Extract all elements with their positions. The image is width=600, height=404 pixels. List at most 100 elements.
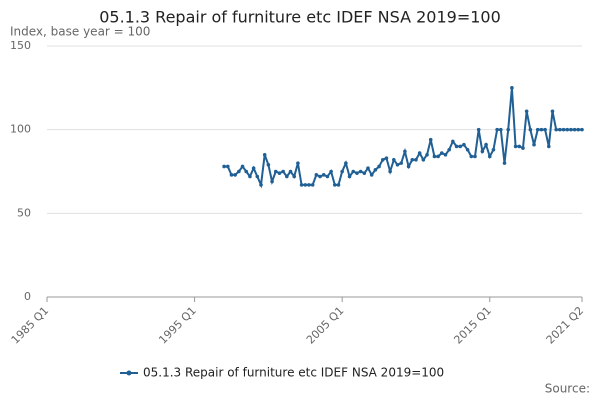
data-point xyxy=(524,109,529,114)
data-point xyxy=(262,152,267,157)
data-point xyxy=(499,127,503,132)
source: Source: xyxy=(545,382,590,396)
chart-subtitle: Index, base year = 100 xyxy=(10,25,150,39)
data-point xyxy=(299,183,304,187)
data-point xyxy=(491,147,496,152)
data-point xyxy=(321,173,326,177)
data-point xyxy=(447,147,451,152)
data-point xyxy=(233,173,237,177)
data-point xyxy=(351,169,356,174)
data-point xyxy=(535,127,540,132)
data-point xyxy=(244,169,249,174)
y-tick-label: 150 xyxy=(10,39,31,52)
data-point xyxy=(292,174,297,179)
data-point xyxy=(288,169,293,174)
legend-label: 05.1.3 Repair of furniture etc IDEF NSA … xyxy=(143,366,444,380)
x-tick-label: 1985 Q1 xyxy=(9,304,52,347)
data-point xyxy=(310,183,315,187)
data-point xyxy=(399,161,404,165)
data-point xyxy=(487,154,492,159)
data-point xyxy=(377,164,381,169)
data-point xyxy=(543,127,547,132)
data-point xyxy=(259,183,263,187)
data-point xyxy=(469,154,474,159)
data-point xyxy=(281,169,285,174)
data-point xyxy=(521,146,525,150)
x-tick-label: 2015 Q1 xyxy=(451,304,494,347)
data-point xyxy=(229,173,234,177)
data-point xyxy=(373,168,378,172)
data-point xyxy=(380,157,385,162)
data-point xyxy=(395,163,400,167)
data-point xyxy=(436,154,440,159)
y-tick-label: 100 xyxy=(10,123,31,136)
data-point xyxy=(550,109,555,114)
data-point xyxy=(421,157,426,162)
data-point xyxy=(347,174,352,179)
data-point xyxy=(314,173,319,177)
data-point xyxy=(318,174,322,179)
data-point xyxy=(325,174,330,179)
data-point xyxy=(432,154,437,159)
data-point xyxy=(358,169,363,174)
data-point xyxy=(476,127,481,132)
data-point xyxy=(517,144,522,149)
data-point xyxy=(443,152,448,157)
data-point xyxy=(303,183,308,187)
data-point xyxy=(532,142,536,147)
data-point xyxy=(366,166,370,170)
data-point xyxy=(307,183,311,187)
x-tick-label: 1995 Q1 xyxy=(156,304,199,347)
data-point xyxy=(277,171,282,175)
y-tick-label: 0 xyxy=(24,290,31,303)
series-line xyxy=(224,87,582,189)
data-point xyxy=(513,144,518,149)
data-point xyxy=(462,142,466,147)
data-point xyxy=(561,127,566,132)
data-point xyxy=(388,169,392,174)
data-point xyxy=(428,137,433,142)
data-point xyxy=(285,174,289,179)
x-tick-label: 2005 Q1 xyxy=(304,304,347,347)
data-point xyxy=(554,127,558,132)
data-point xyxy=(510,86,514,90)
data-point xyxy=(273,169,278,174)
y-tick-label: 50 xyxy=(17,206,31,219)
data-point xyxy=(369,173,374,177)
data-point xyxy=(528,127,533,132)
data-point xyxy=(506,127,511,132)
data-point xyxy=(502,161,507,165)
data-point xyxy=(222,164,226,169)
data-point xyxy=(576,127,581,132)
data-point xyxy=(344,161,348,165)
data-point xyxy=(565,127,570,132)
chart-title: 05.1.3 Repair of furniture etc IDEF NSA … xyxy=(99,8,501,27)
data-point xyxy=(417,151,422,155)
data-point xyxy=(451,139,455,144)
data-point xyxy=(425,152,429,157)
x-tick-label: 2021 Q2 xyxy=(544,304,587,347)
data-point xyxy=(410,157,415,162)
data-point xyxy=(392,157,396,162)
data-point xyxy=(355,171,359,175)
data-point xyxy=(473,154,477,159)
data-point xyxy=(336,183,341,187)
data-point xyxy=(558,127,562,132)
data-point xyxy=(495,127,499,132)
data-point xyxy=(225,164,230,169)
data-point xyxy=(240,164,245,169)
data-point xyxy=(362,171,367,175)
data-point xyxy=(414,157,418,162)
data-point xyxy=(384,156,389,160)
data-point xyxy=(572,127,577,132)
data-point xyxy=(340,169,344,174)
data-point xyxy=(403,149,407,154)
data-point xyxy=(248,174,252,179)
data-point xyxy=(406,164,411,169)
data-point xyxy=(332,183,337,187)
data-point xyxy=(458,144,463,149)
data-point xyxy=(251,166,256,170)
data-point xyxy=(539,127,544,132)
legend-marker xyxy=(126,370,132,376)
